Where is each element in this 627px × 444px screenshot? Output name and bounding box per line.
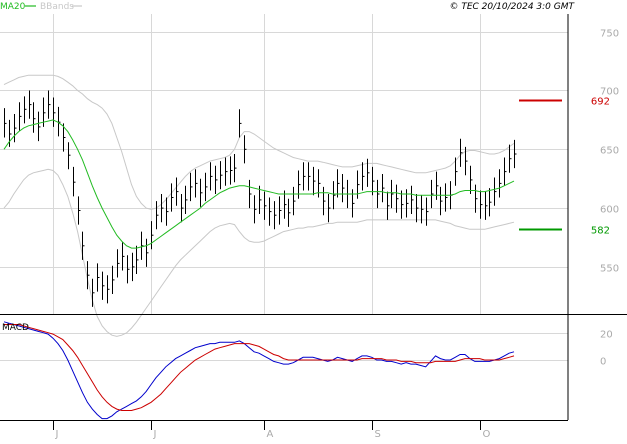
support-label: 582	[591, 226, 610, 237]
price-tick-label: 600	[600, 205, 619, 216]
resistance-label: 692	[591, 97, 610, 108]
price-tick-label: 750	[600, 29, 619, 40]
x-tick-label: S	[375, 429, 381, 440]
ma20-line	[3, 119, 515, 249]
ma20-legend: MA20	[0, 2, 26, 12]
macd-title: MACD	[2, 323, 29, 333]
bbands-legend: BBands	[40, 2, 74, 12]
ma20-polyline	[3, 119, 515, 249]
x-tick-label: A	[267, 429, 274, 440]
macd-lines	[3, 321, 515, 420]
price-tick-label: 650	[600, 146, 619, 157]
y-axis-labels: 550 600 650 700 750 0 20	[600, 29, 619, 368]
price-bars	[4, 90, 517, 307]
price-tick-label: 550	[600, 264, 619, 275]
signal-line	[4, 324, 515, 411]
bollinger-bands	[3, 74, 515, 337]
x-tick-label: J	[153, 429, 157, 440]
macd-grid	[0, 333, 568, 361]
bb-upper-line	[3, 74, 515, 210]
price-levels: 692 582	[519, 97, 610, 237]
macd-line	[3, 321, 515, 420]
macd-tick-label: 0	[600, 357, 606, 368]
x-tick-label: J	[55, 429, 59, 440]
x-tick-label: O	[483, 429, 491, 440]
copyright-text: © TEC 20/10/2024 3:0 GMT	[449, 2, 575, 12]
price-grid	[0, 14, 568, 314]
bb-lower-line	[3, 168, 515, 337]
macd-tick-label: 20	[600, 330, 613, 341]
price-tick-label: 700	[600, 87, 619, 98]
